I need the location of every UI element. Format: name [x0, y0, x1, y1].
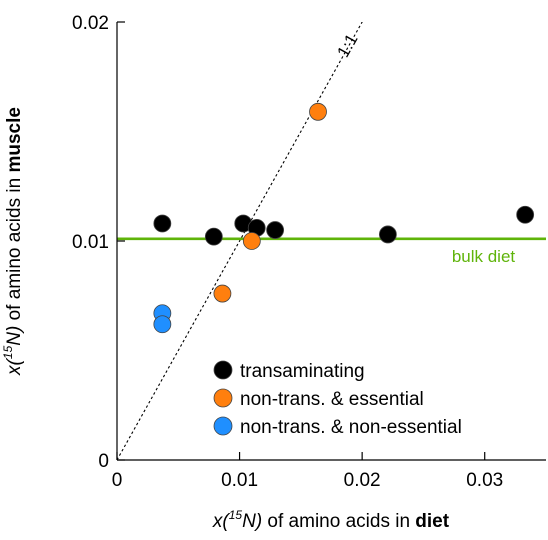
legend-marker — [213, 388, 233, 408]
x-tick-label: 0.01 — [221, 470, 258, 491]
legend-label: non-trans. & non-essential — [240, 417, 462, 438]
y-axis-title: x(15N) of amino acids in muscle — [1, 107, 25, 376]
y-tick-label: 0 — [98, 451, 109, 472]
data-point — [266, 221, 285, 239]
data-point — [204, 227, 223, 246]
legend-label: transaminating — [240, 361, 365, 382]
x-tick-label: 0.03 — [466, 470, 503, 491]
x-tick-label: 0.02 — [344, 470, 381, 491]
data-point — [516, 205, 535, 224]
data-point — [213, 284, 232, 303]
legend-label: non-trans. & essential — [240, 389, 424, 410]
legend-marker — [213, 416, 233, 436]
data-point — [378, 225, 397, 244]
x-tick-label: 0 — [112, 470, 123, 491]
data-point — [309, 102, 327, 121]
legend-marker — [213, 360, 233, 380]
data-point — [242, 232, 261, 250]
bulk-diet-label: bulk diet — [452, 247, 516, 266]
identity-line-label: 1:1 — [333, 31, 361, 61]
legend: transaminating non-trans. & essential non-… — [213, 360, 462, 438]
data-point — [153, 214, 172, 233]
data-point — [153, 315, 172, 334]
y-tick-label: 0.02 — [72, 13, 109, 34]
identity-line — [117, 22, 363, 460]
x-axis-title: x(15N) of amino acids in diet — [212, 508, 450, 532]
plot-area: 0 0.01 0.02 0.03 0 0.01 0.02 1:1 bulk diet tran… — [72, 13, 546, 491]
y-tick-label: 0.01 — [72, 232, 109, 253]
